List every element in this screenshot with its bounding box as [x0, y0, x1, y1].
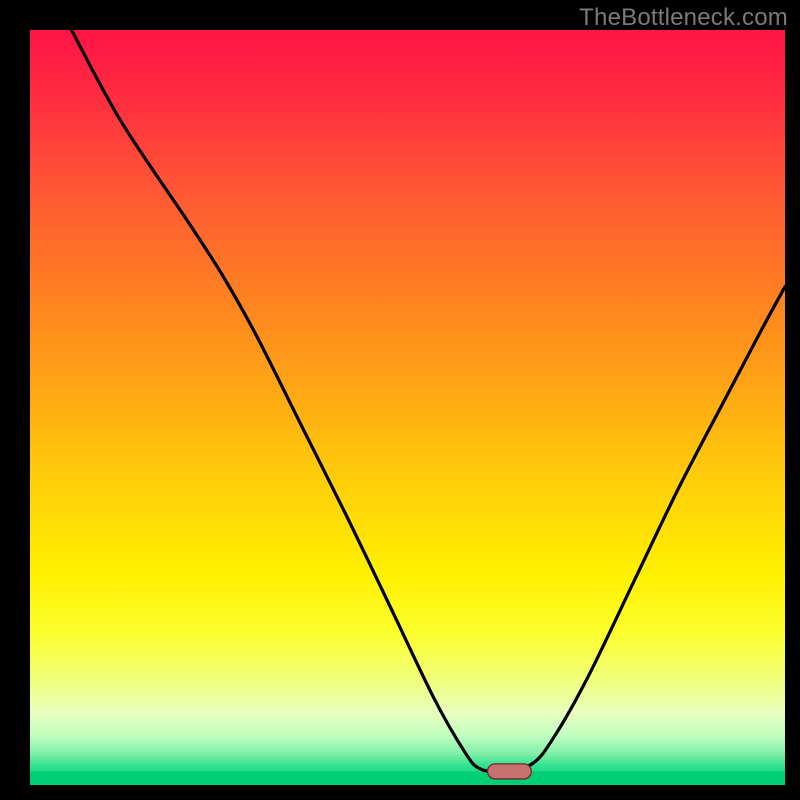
green-baseline-band — [30, 771, 785, 785]
gradient-background — [30, 30, 785, 785]
chart-frame: TheBottleneck.com — [0, 0, 800, 800]
watermark-text: TheBottleneck.com — [579, 4, 788, 32]
bottleneck-chart — [30, 30, 785, 785]
chart-svg — [30, 30, 785, 785]
optimal-marker — [488, 764, 532, 779]
